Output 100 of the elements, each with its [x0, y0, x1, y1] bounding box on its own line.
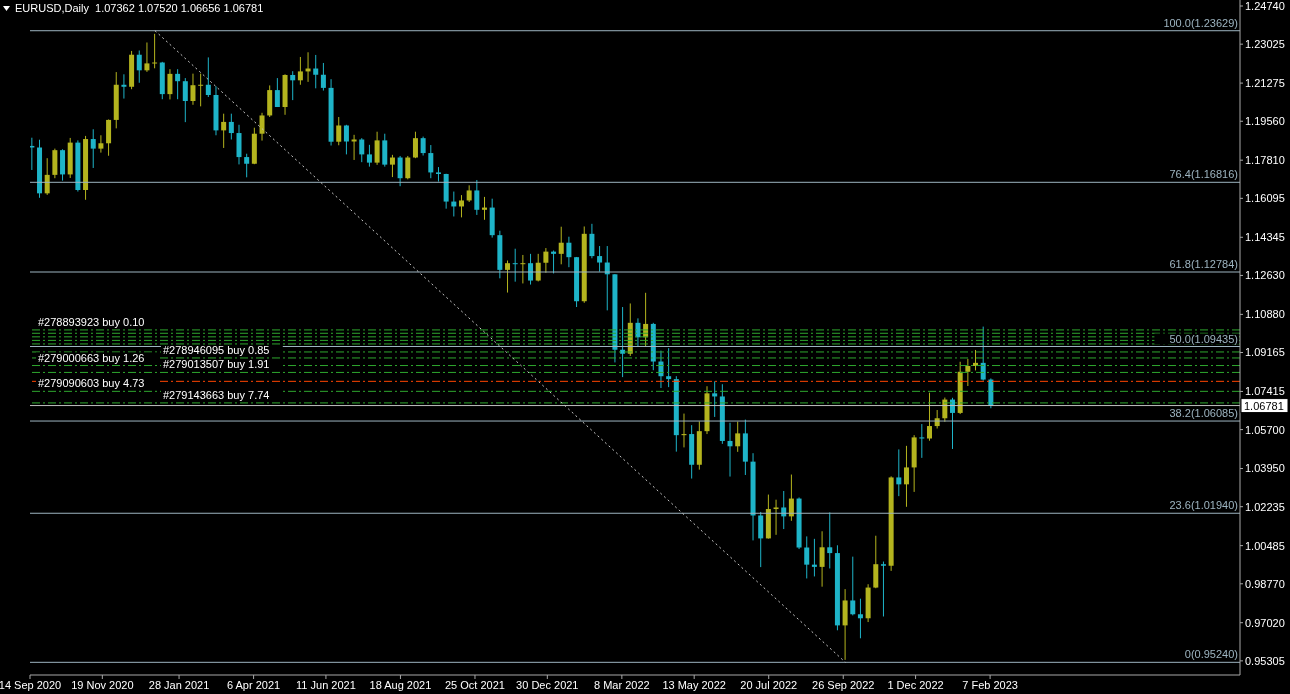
x-tick-label: 1 Dec 2022 [887, 678, 944, 691]
candlestick [366, 144, 372, 168]
x-tick-label: 8 Mar 2022 [594, 678, 650, 691]
candlestick [857, 598, 863, 639]
candlestick [873, 535, 879, 589]
candlestick [880, 561, 886, 617]
y-tick-label: 1.09165 [1245, 346, 1285, 359]
candlestick [819, 530, 825, 588]
candlestick [221, 113, 227, 149]
text: 1.06781 [1244, 399, 1284, 412]
candlestick [374, 131, 380, 166]
candlestick [167, 68, 173, 100]
x-tick-label: 18 Aug 2021 [369, 678, 432, 691]
candlestick [520, 254, 526, 284]
candlestick [435, 166, 441, 183]
candlestick [420, 136, 426, 157]
candlestick [919, 423, 925, 459]
ref-line-label: #279013507 buy 1.91 [163, 358, 270, 371]
candlestick [535, 253, 541, 282]
ref-line-label: 23.6(1.01940) [1169, 499, 1238, 512]
x-tick-label: 28 Jan 2021 [148, 678, 210, 691]
y-tick-label: 1.12630 [1245, 269, 1285, 282]
x-tick-label: 20 Jul 2022 [740, 678, 798, 691]
candlestick [412, 131, 418, 159]
ref-line-label: #278893923 buy 0.10 [38, 315, 145, 328]
y-tick-label: 1.02235 [1245, 500, 1285, 513]
candlestick [152, 33, 158, 69]
y-tick-label: 0.98770 [1245, 577, 1285, 590]
chart-title: EURUSD,Daily 1.07362 1.07520 1.06656 1.06781 [15, 1, 264, 15]
ref-line-label: 38.2(1.06085) [1169, 407, 1238, 420]
candlestick [259, 112, 265, 142]
candlestick [30, 137, 35, 171]
x-tick-label: 19 Nov 2020 [71, 678, 134, 691]
y-tick-label: 0.97020 [1245, 616, 1285, 629]
x-tick-label: 14 Sep 2020 [0, 678, 62, 691]
ref-line-label: 76.4(1.16816) [1169, 168, 1238, 181]
ref-line-label: 61.8(1.12784) [1169, 258, 1238, 270]
candlestick [244, 153, 250, 178]
candlestick [351, 134, 357, 161]
candlestick [811, 538, 817, 577]
candlestick [175, 68, 181, 100]
candlestick [926, 392, 932, 442]
candlestick [528, 253, 534, 286]
y-tick-label: 1.10880 [1245, 308, 1285, 321]
candlestick [458, 194, 464, 218]
y-tick-label: 1.16095 [1245, 192, 1285, 205]
candlestick [121, 73, 127, 100]
candlestick [290, 70, 296, 101]
candlestick [336, 116, 342, 146]
x-tick-label: 25 Oct 2021 [445, 678, 505, 691]
candlestick [558, 226, 564, 265]
candlestick [827, 511, 833, 569]
candlestick [474, 179, 480, 216]
candlestick [773, 499, 779, 536]
candlestick [804, 535, 810, 579]
candlestick [144, 41, 150, 73]
y-tick-label: 1.05700 [1245, 423, 1285, 436]
y-tick-label: 1.14345 [1245, 231, 1285, 244]
y-tick-label: 1.24740 [1245, 0, 1285, 12]
candlestick [482, 196, 488, 221]
candlestick [903, 445, 909, 508]
candlestick [389, 154, 395, 178]
x-tick-label: 7 Feb 2023 [962, 678, 1018, 691]
candlestick [965, 358, 971, 387]
y-tick-label: 0.95305 [1245, 654, 1285, 667]
ref-line-label: #279090603 buy 4.73 [38, 377, 145, 390]
y-tick-label: 1.03950 [1245, 462, 1285, 475]
y-tick-label: 1.00485 [1245, 539, 1285, 552]
candlestick [781, 490, 787, 530]
candlestick [727, 422, 733, 478]
candlestick [896, 448, 902, 497]
candlestick [428, 144, 434, 179]
candlestick [44, 157, 50, 196]
candlestick [566, 236, 572, 268]
candlestick [106, 118, 112, 157]
x-tick-label: 30 Dec 2021 [516, 678, 579, 691]
x-tick-label: 13 May 2022 [662, 678, 726, 691]
y-tick-label: 1.21275 [1245, 77, 1285, 89]
candlestick [735, 421, 741, 453]
candlestick [543, 247, 549, 274]
candlestick [850, 556, 856, 616]
candlestick [205, 56, 211, 98]
candlestick [274, 77, 280, 108]
ref-line-label: #278946095 buy 0.85 [163, 343, 270, 356]
candlestick [788, 474, 794, 522]
y-tick-label: 1.07415 [1245, 385, 1285, 398]
x-tick-label: 26 Sep 2022 [812, 678, 875, 691]
ref-line-label: #279143663 buy 7.74 [163, 388, 270, 401]
y-tick-label: 1.23025 [1245, 38, 1285, 51]
candlestick [397, 155, 403, 187]
candlestick [228, 113, 234, 140]
ref-line-label: #279000663 buy 1.26 [38, 351, 145, 364]
y-tick-label: 1.17810 [1245, 154, 1285, 167]
candlestick [198, 73, 204, 107]
candlestick [405, 155, 411, 180]
candlestick [980, 326, 986, 382]
x-tick-label: 6 Apr 2021 [226, 678, 281, 691]
candlestick [190, 73, 196, 106]
candlestick [589, 223, 595, 259]
candlestick [320, 62, 326, 92]
